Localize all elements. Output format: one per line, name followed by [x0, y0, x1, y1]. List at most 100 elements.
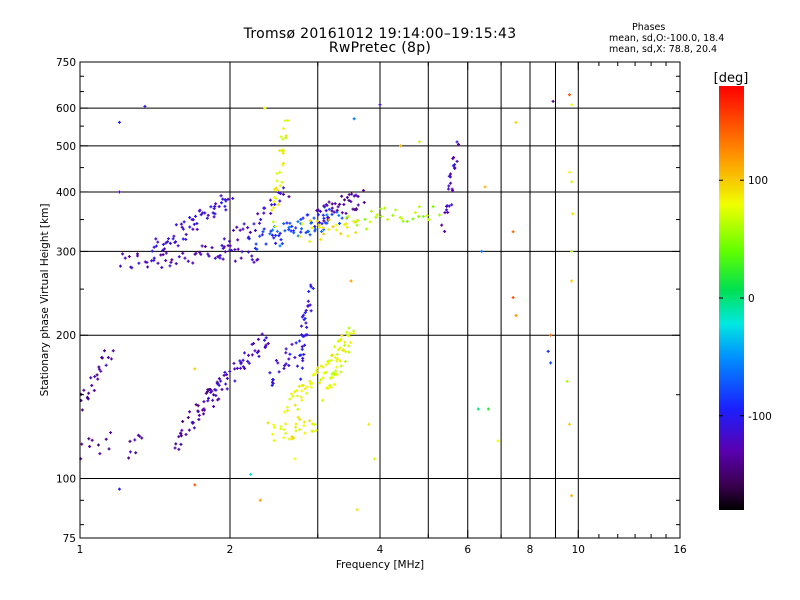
echo-point [321, 213, 325, 217]
echo-point [188, 215, 192, 219]
echo-point [345, 195, 349, 199]
echo-point [166, 240, 170, 244]
echo-point [256, 212, 260, 216]
x-tick-label: 6 [464, 544, 471, 556]
echo-point [327, 359, 331, 363]
echo-point [293, 457, 297, 461]
echo-point [330, 375, 334, 379]
echo-point [169, 260, 173, 264]
echo-point [203, 245, 207, 249]
echo-point [445, 204, 449, 208]
echo-point [243, 367, 247, 371]
echo-point [355, 223, 359, 227]
echo-point [308, 382, 312, 386]
echo-point [346, 333, 350, 337]
echo-point [279, 135, 283, 139]
echo-point [305, 391, 309, 395]
echo-point [302, 352, 306, 356]
echo-point [82, 388, 86, 392]
echo-point [352, 194, 356, 198]
echo-point [305, 385, 309, 389]
echo-point [274, 233, 278, 237]
echo-point [217, 377, 221, 381]
echo-point [162, 247, 166, 251]
echo-point [264, 242, 268, 246]
echo-point [270, 383, 274, 387]
echo-point [164, 259, 168, 263]
echo-point [137, 261, 141, 265]
echo-point [218, 256, 222, 260]
echo-point [343, 359, 347, 363]
echo-point [143, 104, 147, 108]
echo-point [308, 233, 312, 237]
echo-point [270, 208, 274, 212]
echo-point [315, 219, 319, 223]
echo-point [413, 211, 417, 215]
echo-point [179, 432, 183, 436]
echo-point [241, 365, 245, 369]
echo-point [87, 437, 91, 441]
echo-point [354, 207, 358, 211]
echo-point [333, 345, 337, 349]
echo-point [133, 438, 137, 442]
echo-point [367, 422, 371, 426]
y-tick-label: 200 [56, 330, 76, 342]
echo-point [306, 299, 310, 303]
echo-point [355, 508, 359, 512]
echo-point [256, 257, 260, 261]
echo-point [343, 198, 347, 202]
echo-point [274, 358, 278, 362]
echo-point [227, 239, 231, 243]
echo-point [443, 230, 447, 234]
echo-point [335, 359, 339, 363]
echo-point [344, 222, 348, 226]
echo-point [104, 363, 108, 367]
y-axis-label: Stationary phase Virtual Height [km] [39, 204, 51, 397]
echo-point [304, 231, 308, 235]
echo-point [225, 376, 229, 380]
echo-point [117, 190, 121, 194]
echo-point [127, 255, 131, 259]
echo-point [391, 213, 395, 217]
echo-point [181, 251, 185, 255]
echo-point [281, 126, 285, 130]
echo-point [296, 220, 300, 224]
echo-point [129, 265, 133, 269]
echo-point [298, 339, 302, 343]
echo-point [426, 218, 430, 222]
echo-point [322, 216, 326, 220]
echo-point [322, 219, 326, 223]
echo-point [140, 436, 144, 440]
echo-point [302, 424, 306, 428]
echo-point [301, 356, 305, 360]
echo-point [229, 248, 233, 252]
echo-point [399, 144, 403, 148]
echo-point [215, 382, 219, 386]
echo-point [356, 218, 360, 222]
echo-point [322, 204, 326, 208]
echo-point [347, 193, 351, 197]
echo-point [319, 364, 323, 368]
echo-point [446, 210, 450, 214]
chart-subtitle: RwPretec (8p) [328, 40, 432, 56]
echo-point [299, 377, 303, 381]
echo-point [316, 366, 320, 370]
echo-point [326, 386, 330, 390]
echo-point [100, 356, 104, 360]
echo-point [228, 369, 232, 373]
echo-point [272, 187, 276, 191]
echo-point [117, 120, 121, 124]
echo-point [344, 350, 348, 354]
echo-point [340, 194, 344, 198]
echo-point [311, 286, 315, 290]
echo-point [164, 241, 168, 245]
echo-point [303, 431, 307, 435]
echo-point [212, 393, 216, 397]
echo-point [438, 213, 442, 217]
echo-point [266, 342, 270, 346]
echo-point [336, 357, 340, 361]
echo-point [298, 354, 302, 358]
data-points [79, 93, 575, 512]
echo-point [121, 252, 125, 256]
echo-point [239, 256, 243, 260]
